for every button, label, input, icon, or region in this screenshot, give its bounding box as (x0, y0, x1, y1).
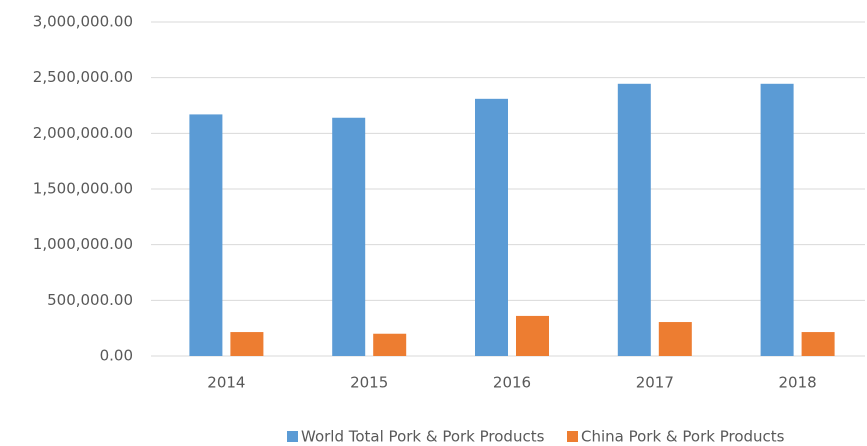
y-tick-label: 3,000,000.00 (33, 13, 133, 31)
bar (189, 114, 223, 356)
bar (801, 332, 835, 356)
bar (516, 315, 549, 356)
bar (760, 83, 794, 356)
bar (658, 322, 692, 356)
x-tick-label: 2018 (779, 374, 817, 392)
y-tick-label: 500,000.00 (47, 291, 133, 309)
legend-label: World Total Pork & Pork Products (301, 428, 545, 446)
bar (332, 117, 366, 356)
x-tick-label: 2014 (207, 374, 245, 392)
bar (475, 98, 508, 356)
y-tick-label: 1,000,000.00 (33, 235, 133, 253)
legend-swatch (567, 431, 578, 442)
y-tick-label: 2,000,000.00 (33, 124, 133, 142)
bar (373, 333, 407, 356)
y-tick-label: 1,500,000.00 (33, 180, 133, 198)
legend-swatch (287, 431, 298, 442)
x-tick-label: 2017 (636, 374, 674, 392)
x-tick-label: 2015 (350, 374, 388, 392)
bar (230, 332, 264, 356)
legend-label: China Pork & Pork Products (581, 428, 785, 446)
x-tick-label: 2016 (493, 374, 531, 392)
y-tick-label: 2,500,000.00 (33, 68, 133, 86)
bar (617, 83, 651, 356)
y-tick-label: 0.00 (100, 347, 133, 365)
